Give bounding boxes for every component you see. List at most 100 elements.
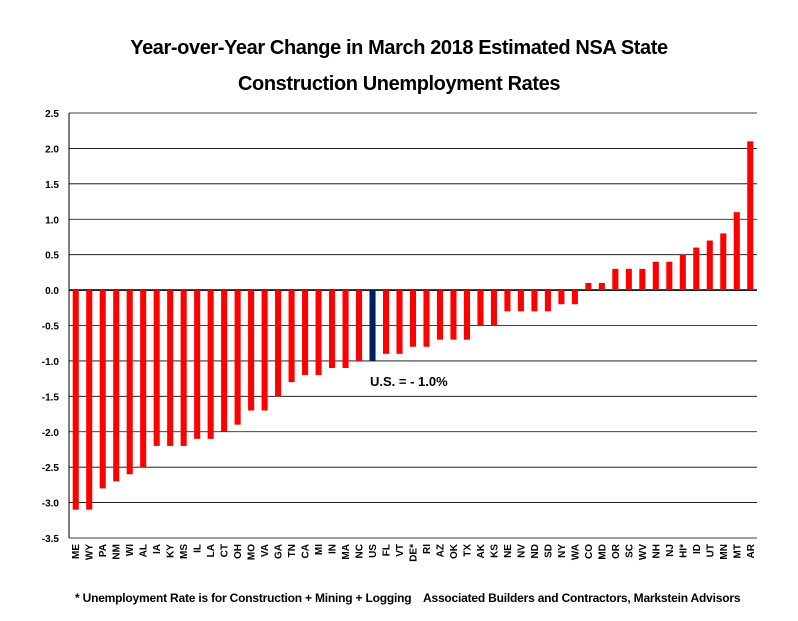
bar-il: [194, 290, 201, 439]
x-tick-label: WV: [638, 544, 649, 560]
x-tick-label: US: [368, 544, 379, 558]
x-tick-label: MT: [732, 544, 743, 558]
x-tick-label: NM: [112, 544, 123, 560]
x-tick-label: AR: [746, 543, 757, 558]
x-tick-label: VT: [395, 544, 406, 557]
bar-ne: [504, 290, 511, 312]
bar-wv: [639, 268, 646, 291]
x-tick-label: SD: [543, 544, 554, 558]
bar-ar: [747, 141, 754, 291]
bar-ky: [167, 290, 174, 446]
x-tick-label: MN: [719, 544, 730, 560]
bar-de: [409, 290, 417, 347]
x-tick-label: RI: [422, 544, 433, 554]
y-tick-label: -3.5: [42, 534, 60, 545]
x-axis: ME WY PA NM WI AL IA KY MS IL LA CT OH MO VA GA TN CA MI IN…: [71, 543, 757, 562]
bar-nj: [666, 261, 673, 291]
bar-al: [140, 290, 147, 468]
x-tick-label: DE*: [409, 544, 420, 562]
chart-title: Year-over-Year Change in March 2018 Esti…: [0, 30, 798, 102]
bar-wy: [86, 290, 93, 510]
bar-mo: [248, 290, 255, 411]
bar-ks: [490, 290, 497, 326]
bar-nd: [531, 290, 538, 312]
bar-ct: [221, 290, 228, 432]
bar-co: [585, 283, 592, 291]
y-axis: 2.5 2.0 1.5 1.0 0.5 0.0 -0.5 -1.0 -1.5 -2.0 -2.5 -3…: [42, 109, 70, 545]
x-tick-label: NJ: [665, 544, 676, 557]
y-tick-label: -2.0: [42, 428, 60, 439]
x-tick-label: GA: [274, 544, 285, 559]
us-annotation: U.S. = - 1.0%: [370, 374, 448, 389]
bar-ms: [180, 290, 187, 446]
x-tick-label: AZ: [435, 544, 446, 557]
bar-vt: [396, 290, 403, 354]
x-tick-label: KY: [166, 544, 177, 558]
bar-ak: [477, 290, 484, 326]
bar-tn: [288, 290, 295, 383]
x-tick-label: OR: [611, 543, 622, 559]
bar-fl: [382, 290, 390, 354]
x-tick-label: KS: [489, 544, 500, 558]
x-tick-label: WY: [85, 544, 96, 560]
bar-ga: [275, 290, 282, 397]
bar-nh: [652, 261, 659, 291]
y-tick-label: -2.5: [42, 463, 60, 474]
bar-md: [598, 283, 605, 291]
x-tick-label: MA: [341, 544, 352, 560]
bar-me: [72, 290, 79, 510]
x-tick-label: TX: [462, 544, 473, 557]
bar-or: [612, 268, 619, 291]
bar-mn: [720, 233, 727, 291]
y-tick-label: 1.5: [45, 180, 59, 191]
bar-ia: [153, 290, 160, 446]
x-tick-label: MS: [179, 544, 190, 559]
y-tick-label: -1.5: [42, 392, 60, 403]
bar-pa: [99, 290, 106, 489]
y-tick-label: 0.0: [45, 286, 59, 297]
bar-nc: [356, 290, 363, 361]
bar-wa: [571, 290, 578, 305]
x-tick-label: NV: [516, 544, 527, 558]
bar-ny: [558, 290, 565, 305]
x-tick-label: ME: [71, 544, 82, 559]
y-tick-label: 1.0: [45, 215, 59, 226]
x-tick-label: HI*: [678, 544, 689, 558]
x-tick-label: MO: [247, 544, 258, 560]
x-tick-label: SC: [624, 544, 635, 558]
bar-id: [693, 247, 700, 291]
x-tick-label: IN: [328, 544, 339, 554]
chart-title-line1: Year-over-Year Change in March 2018 Esti…: [130, 37, 668, 59]
x-tick-label: AK: [476, 543, 487, 558]
bar-in: [329, 290, 336, 368]
bar-wi: [126, 290, 133, 475]
x-tick-label: UT: [705, 544, 716, 557]
bar-us: [369, 290, 376, 361]
x-tick-label: WA: [570, 544, 581, 560]
footnote-methodology: * Unemployment Rate is for Construction …: [75, 591, 412, 605]
y-tick-label: -1.0: [42, 357, 60, 368]
bar-nm: [113, 290, 120, 482]
chart-title-line2: Construction Unemployment Rates: [237, 73, 561, 95]
x-tick-label: MI: [314, 544, 325, 555]
footnote-source: Associated Builders and Contractors, Mar…: [423, 591, 741, 605]
y-tick-label: 2.0: [45, 144, 59, 155]
x-tick-label: OH: [233, 544, 244, 559]
bar-va: [261, 290, 268, 411]
x-tick-label: CA: [301, 544, 312, 558]
x-tick-label: TN: [287, 544, 298, 557]
y-tick-label: -3.0: [42, 499, 60, 510]
y-tick-label: 2.5: [45, 109, 59, 120]
x-tick-label: CT: [220, 544, 231, 557]
bar-az: [436, 290, 444, 340]
x-tick-label: NC: [355, 544, 366, 558]
bar-ut: [706, 240, 713, 291]
y-tick-label: 0.5: [45, 251, 59, 262]
bar-ok: [450, 290, 457, 340]
bar-sc: [625, 268, 632, 291]
bar-mi: [315, 290, 322, 376]
x-tick-label: FL: [382, 544, 393, 556]
x-tick-label: PA: [98, 544, 109, 557]
y-tick-label: -0.5: [42, 322, 60, 333]
x-tick-label: AL: [139, 544, 150, 557]
